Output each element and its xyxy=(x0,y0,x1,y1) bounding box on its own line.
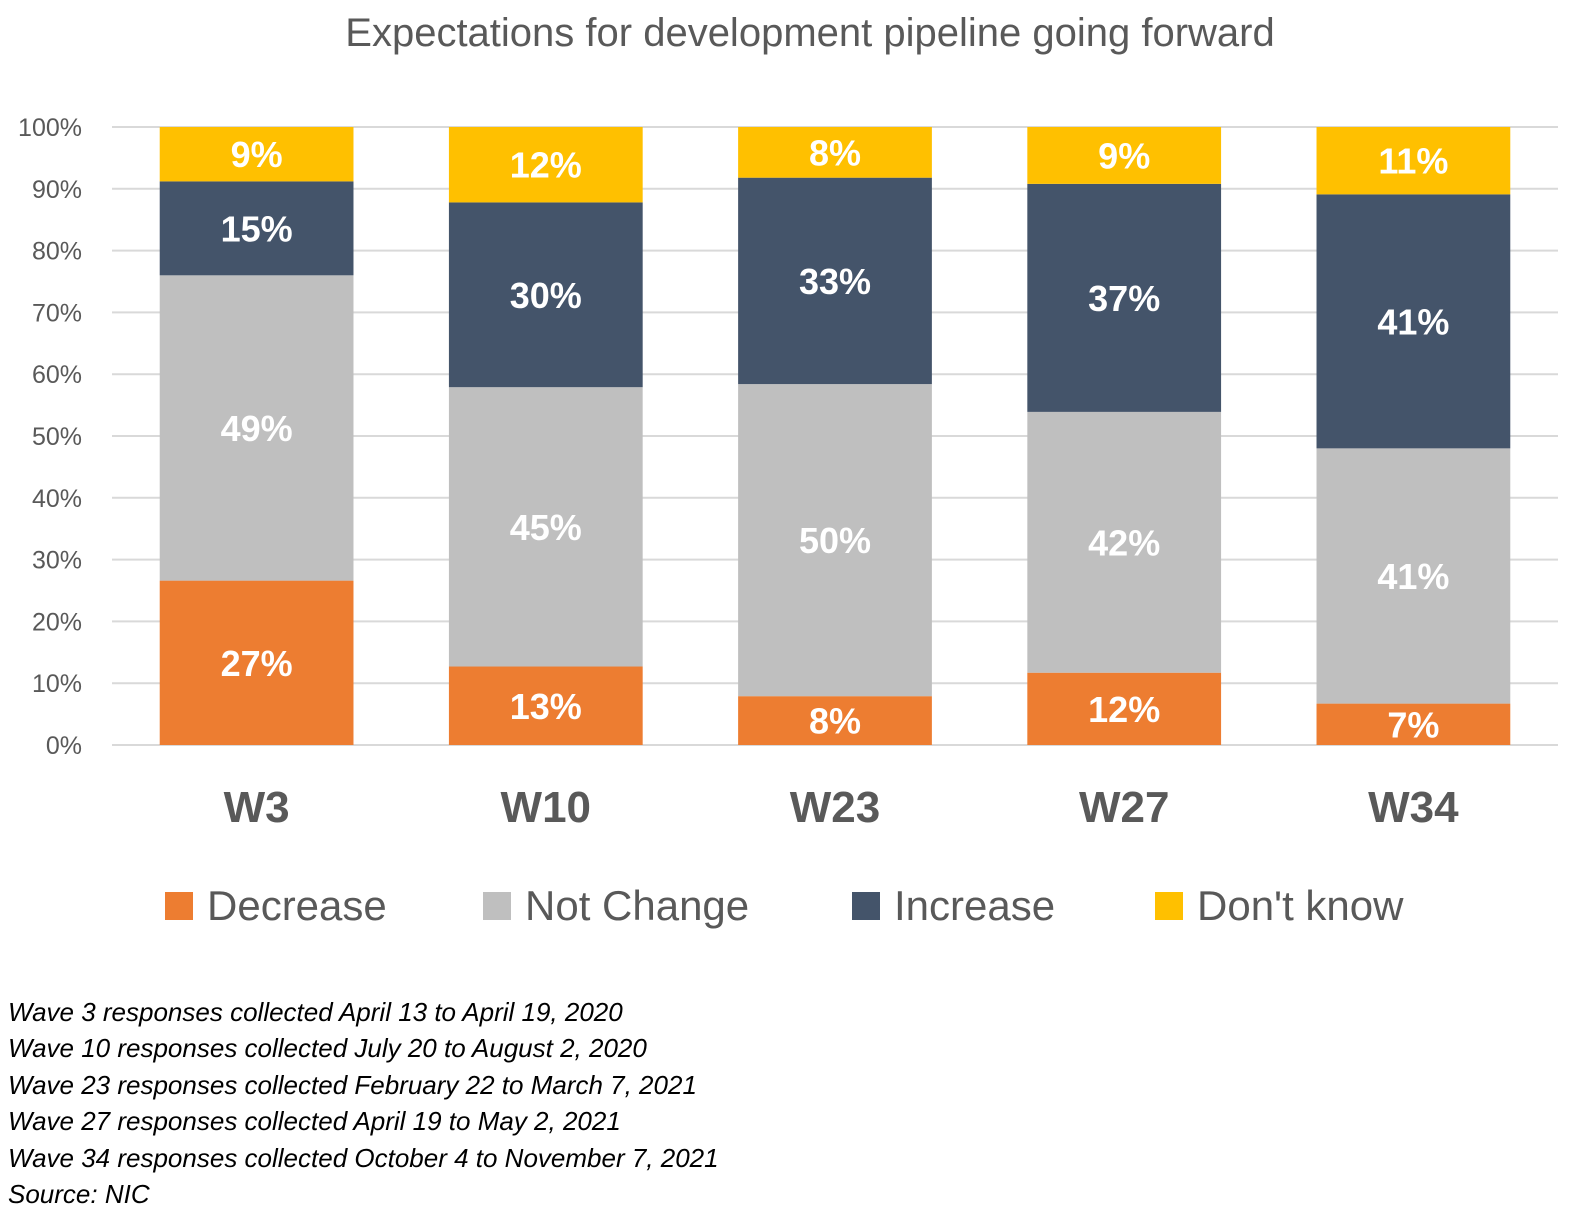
data-label: 33% xyxy=(799,261,871,302)
x-tick-label: W3 xyxy=(224,783,290,832)
bar-segment xyxy=(1027,672,1222,745)
bar-segment xyxy=(1027,183,1222,412)
footnote: Wave 3 responses collected April 13 to A… xyxy=(8,997,623,1027)
bar-segment xyxy=(1316,194,1511,449)
y-tick-label: 80% xyxy=(32,238,82,266)
data-label: 42% xyxy=(1088,522,1160,563)
y-tick-label: 70% xyxy=(32,299,82,327)
data-label: 13% xyxy=(510,686,582,727)
y-tick-label: 40% xyxy=(32,485,82,513)
stacked-bar-chart: Expectations for development pipeline go… xyxy=(18,11,1558,929)
x-tick-label: W10 xyxy=(501,783,591,832)
x-tick-label: W27 xyxy=(1079,783,1169,832)
source-note: Source: NIC xyxy=(8,1179,150,1210)
data-label: 9% xyxy=(231,134,283,175)
x-tick-label: W23 xyxy=(790,783,880,832)
bar-segment xyxy=(159,181,354,276)
bar-segment xyxy=(1027,411,1222,673)
data-label: 37% xyxy=(1088,278,1160,319)
x-axis-ticks: W3 W10 W23 W27 W34 xyxy=(224,783,1460,832)
data-label: 41% xyxy=(1377,556,1449,597)
data-label: 8% xyxy=(809,132,861,173)
bar-segment xyxy=(159,127,354,182)
y-tick-label: 0% xyxy=(46,732,82,760)
footnote: Wave 34 responses collected October 4 to… xyxy=(8,1142,719,1173)
x-tick-label: W34 xyxy=(1368,783,1459,832)
data-label: 9% xyxy=(1098,135,1150,176)
bar-segment xyxy=(1316,703,1511,745)
footnote: Wave 10 responses collected July 20 to A… xyxy=(8,1033,647,1064)
data-label: 41% xyxy=(1377,301,1449,342)
data-label: 12% xyxy=(1088,689,1160,730)
chart-title: Expectations for development pipeline go… xyxy=(345,11,1274,55)
data-label: 12% xyxy=(510,145,582,186)
legend-label: Don't know xyxy=(1197,882,1404,929)
legend-label: Not Change xyxy=(525,882,749,929)
legend-label: Increase xyxy=(894,882,1055,929)
bar-segment xyxy=(1316,127,1511,195)
y-tick-label: 100% xyxy=(18,114,82,142)
data-label: 15% xyxy=(221,208,293,249)
y-axis-ticks: 0% 10% 20% 30% 40% 50% 60% 70% 80% 90% 100% xyxy=(18,114,82,760)
y-tick-label: 90% xyxy=(32,176,82,204)
data-label: 8% xyxy=(809,701,861,742)
data-label: 45% xyxy=(510,507,582,548)
bar-segment xyxy=(738,127,932,178)
bar-segment xyxy=(448,387,643,667)
data-label: 7% xyxy=(1387,704,1439,745)
bars: 27% 49% 15% 9% 13% 45% 30% 12% 8% 50% 33% 8% 12% 42% 3… xyxy=(159,127,1511,745)
bar-segment xyxy=(738,696,932,745)
y-tick-label: 20% xyxy=(32,608,82,636)
data-label: 50% xyxy=(799,520,871,561)
legend-swatch xyxy=(852,892,880,920)
data-label: 27% xyxy=(221,643,293,684)
legend-swatch xyxy=(165,892,193,920)
y-tick-label: 10% xyxy=(32,670,82,698)
data-label: 11% xyxy=(1378,141,1448,182)
bar-segment xyxy=(159,580,354,745)
footnotes: Wave 3 responses collected April 13 to A… xyxy=(8,994,719,1212)
data-label: 30% xyxy=(510,275,582,316)
footnote: Wave 27 responses collected April 19 to … xyxy=(8,1106,621,1137)
bar-segment xyxy=(448,666,643,745)
legend: Decrease Not Change Increase Don't know xyxy=(165,882,1404,929)
bar-segment xyxy=(159,275,354,581)
legend-swatch xyxy=(1155,892,1183,920)
bar-segment xyxy=(448,127,643,203)
data-label: 49% xyxy=(221,408,293,449)
bar-segment xyxy=(738,384,932,697)
bar-segment xyxy=(448,202,643,388)
bar-segment xyxy=(1316,448,1511,704)
legend-swatch xyxy=(483,892,511,920)
bar-segment xyxy=(1027,127,1222,184)
legend-label: Decrease xyxy=(207,882,387,929)
y-tick-label: 60% xyxy=(32,361,82,389)
bar-segment xyxy=(738,177,932,385)
footnote: Wave 23 responses collected February 22 … xyxy=(8,1069,697,1100)
y-tick-label: 50% xyxy=(32,423,82,451)
y-tick-label: 30% xyxy=(32,547,82,575)
